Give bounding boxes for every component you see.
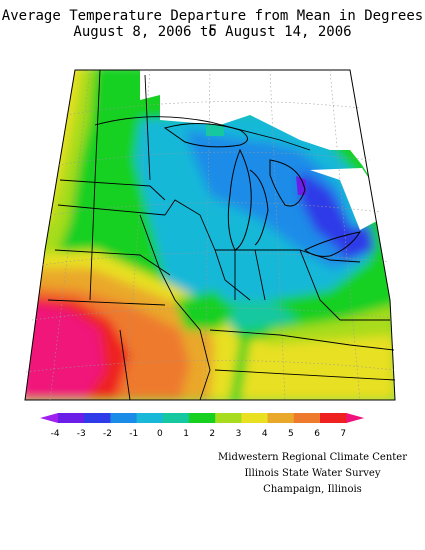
- credit-line2: Illinois State Water Survey: [244, 468, 381, 479]
- color-legend: -4 -3 -2 -1 0 1 2 3 4 5 6 7: [40, 413, 365, 439]
- legend-tick-label: -3: [77, 429, 86, 439]
- legend-swatch: [215, 413, 242, 423]
- legend-color-bar: [40, 413, 365, 423]
- lake-michigan: [227, 148, 252, 251]
- legend-arrow-high: [346, 413, 365, 423]
- map-title-line1: Average Temperature Departure from Mean …: [1, 8, 424, 39]
- legend-tick-label: 7: [340, 429, 346, 439]
- legend-tick-label: -4: [51, 429, 60, 439]
- temperature-field: [25, 70, 395, 400]
- legend-tick-label: 1: [183, 429, 189, 439]
- lake-huron: [269, 159, 306, 207]
- legend-tick-label: 0: [157, 429, 163, 439]
- legend-tick-label: 4: [262, 429, 268, 439]
- legend-tick-labels: -4 -3 -2 -1 0 1 2 3 4 5 6 7: [51, 429, 347, 439]
- lake-superior: [163, 122, 248, 148]
- legend-tick-label: -1: [129, 429, 138, 439]
- graticule: [25, 69, 395, 401]
- legend-tick-label: 3: [236, 429, 242, 439]
- legend-swatch: [58, 413, 85, 423]
- great-lakes: [163, 122, 362, 257]
- map-title-line2: August 8, 2006 to August 14, 2006: [73, 24, 352, 40]
- michigan-peninsula: [249, 169, 269, 246]
- legend-arrow-low: [40, 413, 58, 423]
- no-data-region: [95, 70, 392, 230]
- legend-swatch: [241, 413, 269, 423]
- legend-swatch: [84, 413, 111, 423]
- legend-swatch: [136, 413, 164, 423]
- legend-swatch: [189, 413, 216, 423]
- legend-tick-label: 6: [314, 429, 320, 439]
- legend-tick-label: 5: [288, 429, 294, 439]
- credit-line3: Champaign, Illinois: [263, 484, 362, 495]
- legend-swatch: [162, 413, 190, 423]
- legend-swatch: [110, 413, 138, 423]
- legend-tick-label: 2: [209, 429, 215, 439]
- state-boundaries: [47, 69, 396, 401]
- lake-erie: [304, 231, 362, 257]
- legend-swatch: [293, 413, 321, 423]
- credit-line1: Midwestern Regional Climate Center: [218, 452, 407, 463]
- map-frame: [24, 69, 396, 401]
- legend-tick-label: -2: [103, 429, 112, 439]
- legend-swatch: [320, 413, 347, 423]
- legend-swatch: [267, 413, 295, 423]
